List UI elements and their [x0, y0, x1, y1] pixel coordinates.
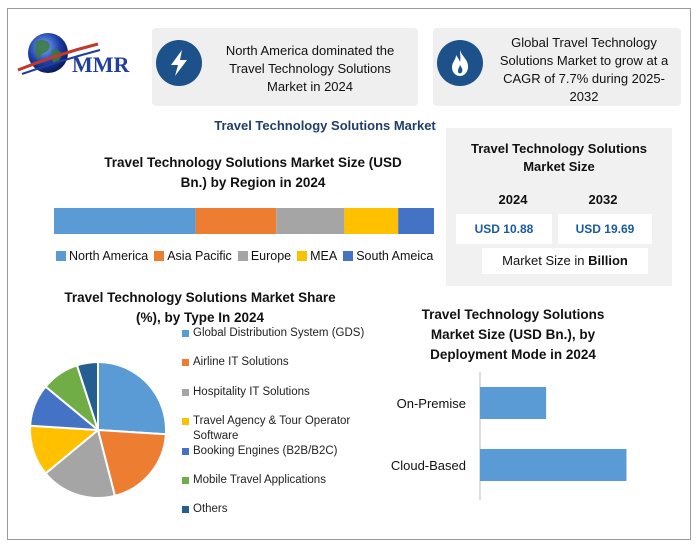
- legend-label: North America: [69, 249, 149, 263]
- globe-logo-icon: [17, 33, 101, 75]
- unit-prefix: Market Size in: [502, 253, 589, 268]
- market-size-panel: Travel Technology Solutions Market Size …: [446, 128, 672, 286]
- legend-label: Others: [193, 503, 228, 515]
- deployment-bar-1: [480, 449, 627, 481]
- region-legend-item: North America: [56, 249, 148, 263]
- deployment-category-label: On-Premise: [397, 396, 466, 411]
- lightning-icon: [156, 40, 202, 86]
- legend-label: Europe: [250, 249, 292, 263]
- region-legend-item: MEA: [297, 249, 337, 263]
- legend-swatch: [343, 251, 354, 261]
- legend-label: Asia Pacific: [167, 249, 232, 263]
- deployment-bar-0: [480, 387, 547, 419]
- unit-bold: Billion: [588, 253, 628, 268]
- legend-swatch: [182, 477, 189, 484]
- pie-slice-2: [44, 428, 117, 499]
- legend-label: Hospitality IT Solutions: [193, 386, 310, 398]
- legend-label: Mobile Travel Applications: [193, 474, 326, 486]
- pie-slice-1: [96, 428, 167, 498]
- highlight-card-region: North America dominated the Travel Techn…: [152, 28, 418, 106]
- region-segment-2: [276, 208, 345, 234]
- deployment-chart-title: Travel Technology Solutions Market Size …: [421, 307, 605, 362]
- region-legend-item: Asia Pacific: [154, 249, 232, 263]
- mmr-logo: MMR: [14, 28, 138, 84]
- logo-text: MMR: [72, 52, 130, 77]
- legend-label: MEA: [310, 249, 338, 263]
- region-segment-3: [344, 208, 399, 234]
- legend-swatch: [56, 251, 66, 261]
- unit-label: Market Size in Billion: [482, 248, 648, 274]
- highlight-card-cagr: Global Travel Technology Solutions Marke…: [433, 28, 681, 106]
- type-pie-chart: [29, 360, 167, 499]
- region-segment-0: [54, 208, 196, 234]
- legend-swatch: [182, 389, 189, 396]
- pie-slice-6: [75, 360, 99, 431]
- legend-swatch: [237, 251, 248, 261]
- legend-label: South Ameica: [356, 249, 434, 263]
- legend-swatch: [297, 251, 308, 261]
- card-cagr-text: Global Travel Technology Solutions Marke…: [499, 35, 669, 104]
- value-2024: USD 10.88: [456, 214, 552, 244]
- value-2032: USD 19.69: [558, 214, 652, 244]
- card-region-text: North America dominated the Travel Techn…: [225, 43, 395, 94]
- legend-swatch: [182, 330, 189, 337]
- type-legend-item: Mobile Travel Applications: [182, 473, 382, 488]
- deployment-bar-chart: On-Premise Cloud-Based: [391, 372, 627, 500]
- type-legend-item: Booking Engines (B2B/B2C): [182, 444, 382, 459]
- region-stacked-bar: [54, 208, 434, 234]
- type-legend-item: Global Distribution System (GDS): [182, 326, 382, 341]
- region-legend-item: Europe: [237, 249, 292, 263]
- year-2032-label: 2032: [588, 192, 618, 207]
- legend-swatch: [182, 448, 189, 455]
- legend-label: Booking Engines (B2B/B2C): [193, 445, 338, 457]
- type-legend-item: Hospitality IT Solutions: [182, 385, 382, 400]
- pie-slice-0: [97, 360, 167, 436]
- legend-swatch: [182, 506, 189, 513]
- region-legend-item: South Ameica: [343, 249, 433, 263]
- legend-swatch: [182, 418, 189, 425]
- region-segment-1: [195, 208, 277, 234]
- market-size-title: Travel Technology Solutions Market Size: [470, 141, 647, 174]
- type-legend-item: Airline IT Solutions: [182, 355, 382, 370]
- type-legend-item: Others: [182, 502, 382, 517]
- deployment-category-label: Cloud-Based: [391, 458, 466, 473]
- year-2024-label: 2024: [498, 192, 528, 207]
- infographic-frame: [7, 8, 691, 540]
- legend-swatch: [154, 251, 165, 261]
- legend-swatch: [182, 359, 189, 366]
- region-legend: North America Asia Pacific Europe MEA South …: [56, 249, 446, 263]
- flame-icon: [437, 40, 483, 86]
- legend-label: Travel Agency & Tour Operator Software: [193, 415, 351, 442]
- region-segment-4: [398, 208, 434, 234]
- type-chart-title: Travel Technology Solutions Market Share…: [64, 290, 336, 325]
- region-chart-title: Travel Technology Solutions Market Size …: [104, 155, 402, 190]
- page-title: Travel Technology Solutions Market: [214, 118, 436, 133]
- legend-label: Global Distribution System (GDS): [193, 327, 365, 339]
- type-legend-item: Travel Agency & Tour Operator Software: [182, 414, 382, 444]
- legend-label: Airline IT Solutions: [193, 356, 289, 368]
